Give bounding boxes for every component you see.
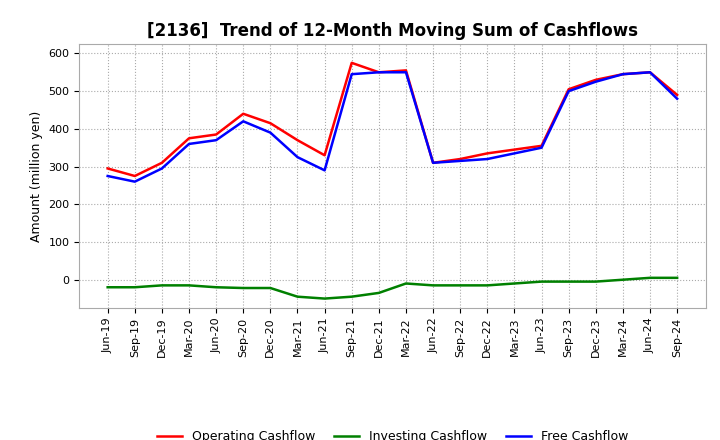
Operating Cashflow: [646, 70, 654, 75]
Operating Cashflow: [537, 143, 546, 148]
Line: Investing Cashflow: Investing Cashflow: [108, 278, 677, 299]
Operating Cashflow: [348, 60, 356, 66]
Operating Cashflow: [374, 70, 383, 75]
Investing Cashflow: [428, 283, 437, 288]
Investing Cashflow: [130, 285, 139, 290]
Line: Operating Cashflow: Operating Cashflow: [108, 63, 677, 176]
Investing Cashflow: [618, 277, 627, 282]
Operating Cashflow: [402, 68, 410, 73]
Investing Cashflow: [104, 285, 112, 290]
Operating Cashflow: [266, 121, 275, 126]
Investing Cashflow: [564, 279, 573, 284]
Title: [2136]  Trend of 12-Month Moving Sum of Cashflows: [2136] Trend of 12-Month Moving Sum of C…: [147, 22, 638, 40]
Operating Cashflow: [672, 92, 681, 98]
Operating Cashflow: [212, 132, 220, 137]
Free Cashflow: [320, 168, 329, 173]
Free Cashflow: [293, 154, 302, 160]
Free Cashflow: [428, 160, 437, 165]
Operating Cashflow: [293, 138, 302, 143]
Free Cashflow: [374, 70, 383, 75]
Operating Cashflow: [158, 160, 166, 165]
Investing Cashflow: [374, 290, 383, 296]
Investing Cashflow: [185, 283, 194, 288]
Investing Cashflow: [266, 286, 275, 291]
Operating Cashflow: [456, 156, 464, 161]
Operating Cashflow: [618, 72, 627, 77]
Operating Cashflow: [428, 160, 437, 165]
Operating Cashflow: [564, 87, 573, 92]
Free Cashflow: [104, 173, 112, 179]
Investing Cashflow: [402, 281, 410, 286]
Free Cashflow: [537, 145, 546, 150]
Free Cashflow: [510, 151, 518, 156]
Investing Cashflow: [320, 296, 329, 301]
Free Cashflow: [185, 141, 194, 147]
Free Cashflow: [348, 72, 356, 77]
Investing Cashflow: [293, 294, 302, 299]
Investing Cashflow: [212, 285, 220, 290]
Operating Cashflow: [483, 151, 492, 156]
Operating Cashflow: [591, 77, 600, 82]
Investing Cashflow: [483, 283, 492, 288]
Operating Cashflow: [185, 136, 194, 141]
Free Cashflow: [618, 72, 627, 77]
Operating Cashflow: [130, 173, 139, 179]
Free Cashflow: [212, 138, 220, 143]
Line: Free Cashflow: Free Cashflow: [108, 72, 677, 182]
Investing Cashflow: [158, 283, 166, 288]
Operating Cashflow: [239, 111, 248, 117]
Y-axis label: Amount (million yen): Amount (million yen): [30, 110, 42, 242]
Free Cashflow: [564, 88, 573, 94]
Legend: Operating Cashflow, Investing Cashflow, Free Cashflow: Operating Cashflow, Investing Cashflow, …: [152, 425, 633, 440]
Operating Cashflow: [320, 153, 329, 158]
Free Cashflow: [646, 70, 654, 75]
Free Cashflow: [402, 70, 410, 75]
Operating Cashflow: [510, 147, 518, 152]
Operating Cashflow: [104, 166, 112, 171]
Investing Cashflow: [239, 286, 248, 291]
Free Cashflow: [266, 130, 275, 135]
Free Cashflow: [591, 79, 600, 84]
Investing Cashflow: [537, 279, 546, 284]
Investing Cashflow: [591, 279, 600, 284]
Free Cashflow: [483, 156, 492, 161]
Free Cashflow: [672, 96, 681, 101]
Free Cashflow: [239, 119, 248, 124]
Investing Cashflow: [672, 275, 681, 280]
Investing Cashflow: [348, 294, 356, 299]
Investing Cashflow: [456, 283, 464, 288]
Free Cashflow: [130, 179, 139, 184]
Free Cashflow: [456, 158, 464, 164]
Investing Cashflow: [646, 275, 654, 280]
Free Cashflow: [158, 166, 166, 171]
Investing Cashflow: [510, 281, 518, 286]
